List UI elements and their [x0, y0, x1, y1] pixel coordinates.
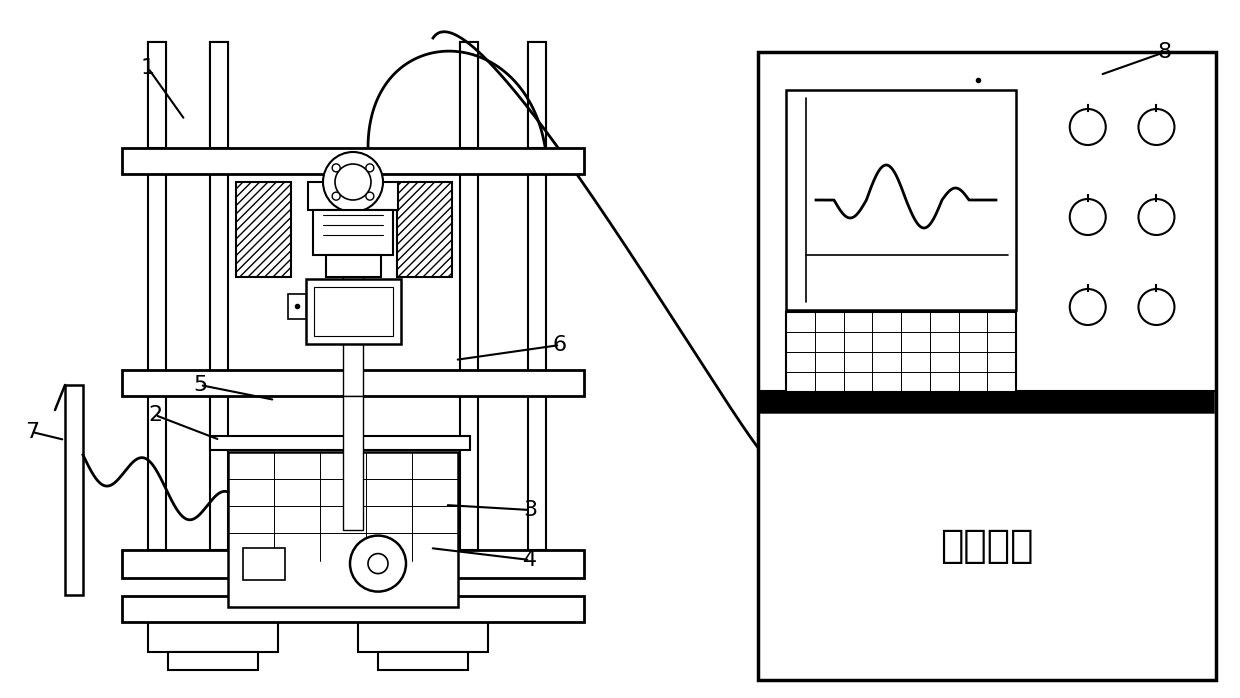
Text: 3: 3	[523, 500, 537, 520]
Bar	[148, 42, 166, 148]
Bar	[306, 279, 401, 344]
Circle shape	[1070, 289, 1106, 325]
Circle shape	[335, 164, 371, 200]
Bar	[528, 42, 546, 550]
Circle shape	[332, 164, 340, 172]
Bar	[758, 52, 1216, 680]
Bar	[122, 550, 584, 578]
Bar	[760, 391, 1214, 413]
Circle shape	[1138, 109, 1174, 145]
Bar	[122, 148, 584, 174]
Text: 2: 2	[148, 405, 162, 425]
Circle shape	[350, 535, 405, 592]
Circle shape	[368, 554, 388, 574]
Bar	[460, 42, 477, 550]
Text: 8: 8	[1158, 42, 1172, 62]
Bar	[460, 42, 477, 148]
Circle shape	[1138, 289, 1174, 325]
Bar	[148, 42, 166, 550]
Text: 5: 5	[193, 375, 207, 395]
Bar	[326, 255, 381, 277]
Bar	[358, 622, 489, 652]
Text: 4: 4	[523, 550, 537, 570]
Circle shape	[1070, 109, 1106, 145]
Bar	[312, 210, 393, 255]
Bar	[228, 452, 458, 607]
Circle shape	[332, 192, 340, 200]
Bar	[122, 370, 584, 396]
Circle shape	[366, 192, 373, 200]
Bar	[148, 622, 278, 652]
Bar	[210, 42, 228, 148]
Bar	[122, 596, 584, 622]
Bar	[397, 182, 453, 277]
Bar	[528, 42, 546, 148]
Bar	[786, 312, 1016, 392]
Bar	[786, 90, 1016, 310]
Circle shape	[1070, 199, 1106, 235]
Bar	[308, 182, 398, 210]
Circle shape	[1138, 199, 1174, 235]
Circle shape	[366, 164, 373, 172]
Text: 7: 7	[25, 422, 40, 442]
Text: 6: 6	[553, 335, 567, 355]
Text: 液压系统: 液压系统	[940, 528, 1034, 565]
Bar	[64, 385, 83, 595]
Bar	[210, 42, 228, 550]
Bar	[343, 250, 363, 396]
Bar	[314, 287, 393, 336]
Bar	[243, 548, 285, 579]
Bar	[343, 396, 363, 530]
Bar	[760, 391, 1214, 413]
Bar	[167, 652, 258, 670]
Bar	[288, 294, 306, 319]
Text: 1: 1	[141, 58, 155, 78]
Circle shape	[322, 152, 383, 212]
Bar	[210, 436, 470, 450]
Bar	[236, 182, 291, 277]
Bar	[378, 652, 467, 670]
